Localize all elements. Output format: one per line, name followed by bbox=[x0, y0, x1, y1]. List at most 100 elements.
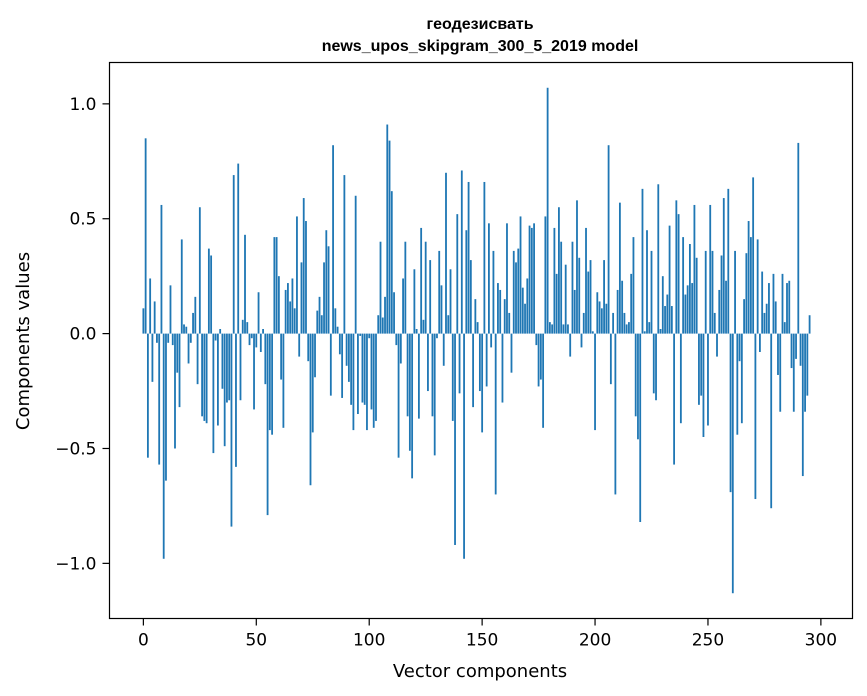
bar bbox=[783, 322, 786, 334]
bar bbox=[318, 296, 321, 334]
bar bbox=[230, 333, 233, 527]
bar bbox=[296, 216, 298, 334]
bar bbox=[763, 312, 766, 334]
bar bbox=[736, 333, 739, 435]
bar bbox=[198, 207, 201, 334]
bar bbox=[325, 230, 328, 334]
bar bbox=[682, 237, 685, 334]
bar bbox=[271, 333, 274, 435]
bar bbox=[323, 262, 325, 334]
bar bbox=[244, 234, 246, 334]
bar bbox=[804, 333, 806, 412]
bar bbox=[158, 333, 161, 465]
bar bbox=[688, 244, 691, 334]
bar bbox=[474, 299, 477, 334]
bar bbox=[442, 333, 445, 366]
bar bbox=[212, 333, 215, 454]
bar bbox=[675, 200, 678, 334]
bar bbox=[395, 333, 398, 346]
bar bbox=[417, 333, 420, 419]
bar bbox=[519, 216, 522, 334]
bar bbox=[399, 333, 402, 364]
bar bbox=[456, 214, 459, 334]
bar bbox=[329, 333, 332, 396]
bar bbox=[305, 221, 307, 334]
bar bbox=[174, 333, 176, 449]
bar bbox=[350, 333, 353, 405]
bar bbox=[497, 283, 499, 334]
bar bbox=[357, 333, 359, 415]
bar bbox=[539, 333, 542, 380]
bar bbox=[603, 260, 605, 334]
bar bbox=[386, 124, 389, 334]
bar bbox=[768, 283, 770, 334]
bar bbox=[454, 333, 456, 545]
bar bbox=[257, 292, 260, 334]
bar bbox=[605, 303, 608, 334]
bar bbox=[756, 239, 759, 334]
bar bbox=[652, 333, 655, 394]
bar bbox=[146, 333, 149, 458]
bar bbox=[646, 230, 648, 334]
x-tick-label: 200 bbox=[579, 631, 611, 651]
bar bbox=[451, 333, 454, 421]
bar bbox=[226, 333, 228, 403]
bar bbox=[571, 241, 574, 334]
x-axis-ticks: 0 50 100 150 200 250 300 bbox=[138, 618, 837, 651]
bar bbox=[185, 326, 188, 334]
bar bbox=[460, 170, 463, 334]
bar bbox=[790, 333, 793, 369]
bar bbox=[341, 333, 344, 398]
bar bbox=[634, 333, 637, 417]
bar bbox=[614, 333, 617, 495]
bar bbox=[332, 145, 334, 334]
bar bbox=[469, 260, 472, 334]
bar bbox=[282, 333, 285, 428]
bar bbox=[795, 333, 797, 359]
bar bbox=[320, 315, 323, 334]
y-tick-label: 1.0 bbox=[69, 95, 96, 115]
bar bbox=[241, 319, 244, 334]
bar bbox=[262, 329, 264, 334]
bar bbox=[156, 333, 158, 343]
bar bbox=[585, 227, 587, 334]
bar bbox=[711, 250, 714, 334]
bar bbox=[628, 322, 630, 334]
bar bbox=[792, 333, 795, 412]
bar bbox=[429, 260, 432, 334]
bar bbox=[698, 333, 700, 405]
bar bbox=[151, 333, 154, 382]
bar bbox=[291, 278, 294, 334]
bar bbox=[277, 276, 280, 334]
bar bbox=[609, 333, 612, 385]
plot-frame bbox=[108, 61, 854, 620]
bar bbox=[722, 198, 725, 334]
bar bbox=[483, 181, 486, 334]
bar bbox=[754, 333, 757, 500]
bar bbox=[553, 227, 556, 334]
bar bbox=[289, 301, 292, 334]
bar bbox=[449, 269, 452, 334]
bar bbox=[632, 237, 635, 334]
bar bbox=[334, 308, 337, 334]
bar bbox=[508, 312, 511, 334]
bar bbox=[293, 308, 296, 334]
bar bbox=[702, 333, 705, 437]
bar bbox=[564, 264, 567, 334]
bar bbox=[686, 285, 689, 334]
bar bbox=[162, 333, 165, 559]
bar bbox=[420, 227, 423, 334]
bar bbox=[749, 237, 752, 334]
bar bbox=[713, 312, 716, 334]
bar bbox=[743, 299, 746, 334]
bar bbox=[808, 315, 811, 334]
bar bbox=[765, 303, 768, 334]
bar bbox=[580, 333, 583, 348]
bar bbox=[447, 315, 450, 334]
bar bbox=[630, 273, 633, 334]
bar bbox=[555, 273, 558, 334]
bar bbox=[548, 322, 551, 334]
chart-title-line-2: news_upos_skipgram_300_5_2019 model bbox=[322, 38, 639, 55]
bar bbox=[806, 333, 809, 396]
bar bbox=[144, 138, 147, 334]
